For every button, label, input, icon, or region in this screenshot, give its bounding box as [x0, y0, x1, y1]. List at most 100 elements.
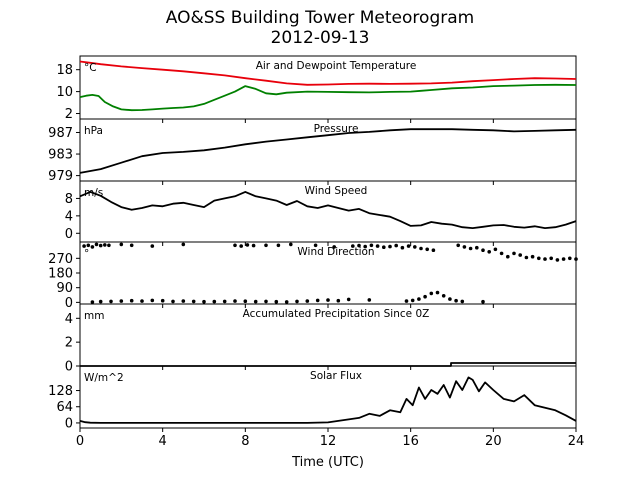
data-point-wind-direction: [332, 245, 337, 249]
data-point-wind-direction: [530, 254, 535, 259]
panel-title-solar-flux: Solar Flux: [310, 370, 362, 382]
data-point-wind-direction: [239, 244, 243, 248]
y-tick-label: 128: [48, 384, 73, 399]
y-tick-label: 983: [48, 148, 73, 163]
series-line-solar-flux-0: [79, 376, 577, 424]
y-tick-label: 270: [48, 252, 73, 267]
x-tick-label: 8: [241, 434, 249, 449]
data-point-wind-direction: [561, 257, 566, 261]
x-tick-label: 0: [76, 434, 84, 449]
data-point-wind-direction: [171, 299, 175, 304]
data-point-wind-direction: [460, 299, 465, 304]
y-tick-label: 180: [48, 267, 73, 282]
data-point-wind-direction: [441, 294, 446, 298]
data-point-wind-direction: [417, 297, 421, 301]
data-point-wind-direction: [289, 242, 293, 247]
series-line-pressure-0: [79, 128, 577, 174]
data-point-wind-direction: [543, 257, 547, 261]
data-point-wind-direction: [94, 242, 99, 247]
data-point-wind-direction: [264, 299, 268, 304]
data-point-wind-direction: [518, 253, 522, 257]
data-point-wind-direction: [499, 251, 504, 256]
data-point-wind-direction: [150, 244, 155, 248]
y-tick-label: 4: [65, 312, 73, 327]
panel-title-air-and-dewpoint-temperature: Air and Dewpoint Temperature: [256, 60, 417, 72]
data-point-wind-direction: [367, 298, 372, 302]
data-point-wind-direction: [264, 243, 268, 248]
data-point-wind-direction: [454, 298, 458, 303]
data-point-wind-direction: [406, 244, 411, 248]
y-tick-label: 0: [65, 416, 73, 431]
data-point-wind-direction: [253, 299, 258, 304]
data-point-wind-direction: [274, 299, 279, 304]
data-point-wind-direction: [456, 243, 461, 248]
data-point-wind-direction: [468, 246, 473, 251]
y-tick-label: 2: [65, 336, 73, 351]
data-point-wind-direction: [313, 243, 318, 248]
data-point-wind-direction: [568, 256, 572, 261]
unit-label-air-and-dewpoint-temperature: °C: [84, 62, 97, 74]
data-point-wind-direction: [394, 243, 399, 248]
unit-label-wind-direction: °: [84, 248, 89, 260]
data-point-wind-direction: [181, 299, 186, 303]
data-point-wind-direction: [86, 243, 91, 248]
data-point-wind-direction: [425, 247, 430, 252]
series-line-air-and-dewpoint-temperature-1: [79, 83, 577, 112]
data-point-wind-direction: [233, 299, 237, 303]
data-point-wind-direction: [413, 245, 417, 249]
unit-label-accumulated-precipitation-since-0z: mm: [84, 310, 104, 322]
data-point-wind-direction: [462, 245, 467, 249]
y-tick-label: 18: [56, 63, 73, 78]
x-tick-label: 20: [485, 434, 502, 449]
data-point-wind-direction: [506, 254, 510, 259]
data-point-wind-direction: [90, 300, 95, 304]
x-tick-label: 4: [159, 434, 167, 449]
data-point-wind-direction: [129, 243, 134, 248]
figure-date: 2012-09-13: [270, 28, 370, 48]
data-point-wind-direction: [90, 245, 95, 249]
unit-label-solar-flux: W/m^2: [84, 372, 124, 384]
y-tick-label: 64: [56, 400, 73, 415]
data-point-wind-direction: [410, 298, 415, 303]
data-point-wind-direction: [574, 257, 578, 261]
data-point-wind-direction: [212, 299, 217, 304]
data-point-wind-direction: [382, 245, 386, 249]
data-point-wind-direction: [481, 299, 485, 304]
data-point-wind-direction: [103, 243, 107, 247]
data-point-wind-direction: [181, 242, 186, 247]
data-point-wind-direction: [400, 245, 405, 250]
data-point-wind-direction: [537, 256, 541, 261]
panel-title-pressure: Pressure: [314, 123, 359, 135]
series-line-air-and-dewpoint-temperature-0: [79, 60, 577, 86]
data-point-wind-direction: [431, 248, 436, 252]
figure-title: AO&SS Building Tower Meteorogram: [165, 8, 475, 28]
data-point-wind-direction: [512, 251, 516, 256]
data-point-wind-direction: [222, 299, 227, 304]
data-point-wind-direction: [140, 299, 144, 303]
data-point-wind-direction: [481, 248, 485, 252]
data-point-wind-direction: [160, 298, 165, 303]
y-tick-label: 90: [56, 281, 73, 296]
data-point-wind-direction: [363, 244, 368, 249]
data-point-wind-direction: [404, 299, 409, 303]
data-point-wind-direction: [487, 250, 492, 254]
data-point-wind-direction: [150, 298, 155, 303]
x-tick-label: 12: [320, 434, 337, 449]
y-tick-label: 0: [65, 296, 73, 311]
y-tick-label: 10: [56, 85, 73, 100]
data-point-wind-direction: [119, 299, 124, 303]
y-tick-label: 979: [48, 169, 73, 184]
data-point-wind-direction: [435, 290, 440, 295]
data-point-wind-direction: [326, 298, 330, 302]
data-point-wind-direction: [315, 298, 320, 303]
data-point-wind-direction: [109, 299, 113, 304]
data-point-wind-direction: [351, 244, 355, 248]
y-tick-label: 2: [65, 107, 73, 122]
data-point-wind-direction: [98, 243, 103, 248]
data-point-wind-direction: [357, 243, 361, 248]
data-point-wind-direction: [245, 243, 250, 247]
data-point-wind-direction: [305, 299, 310, 303]
data-point-wind-direction: [369, 243, 374, 248]
